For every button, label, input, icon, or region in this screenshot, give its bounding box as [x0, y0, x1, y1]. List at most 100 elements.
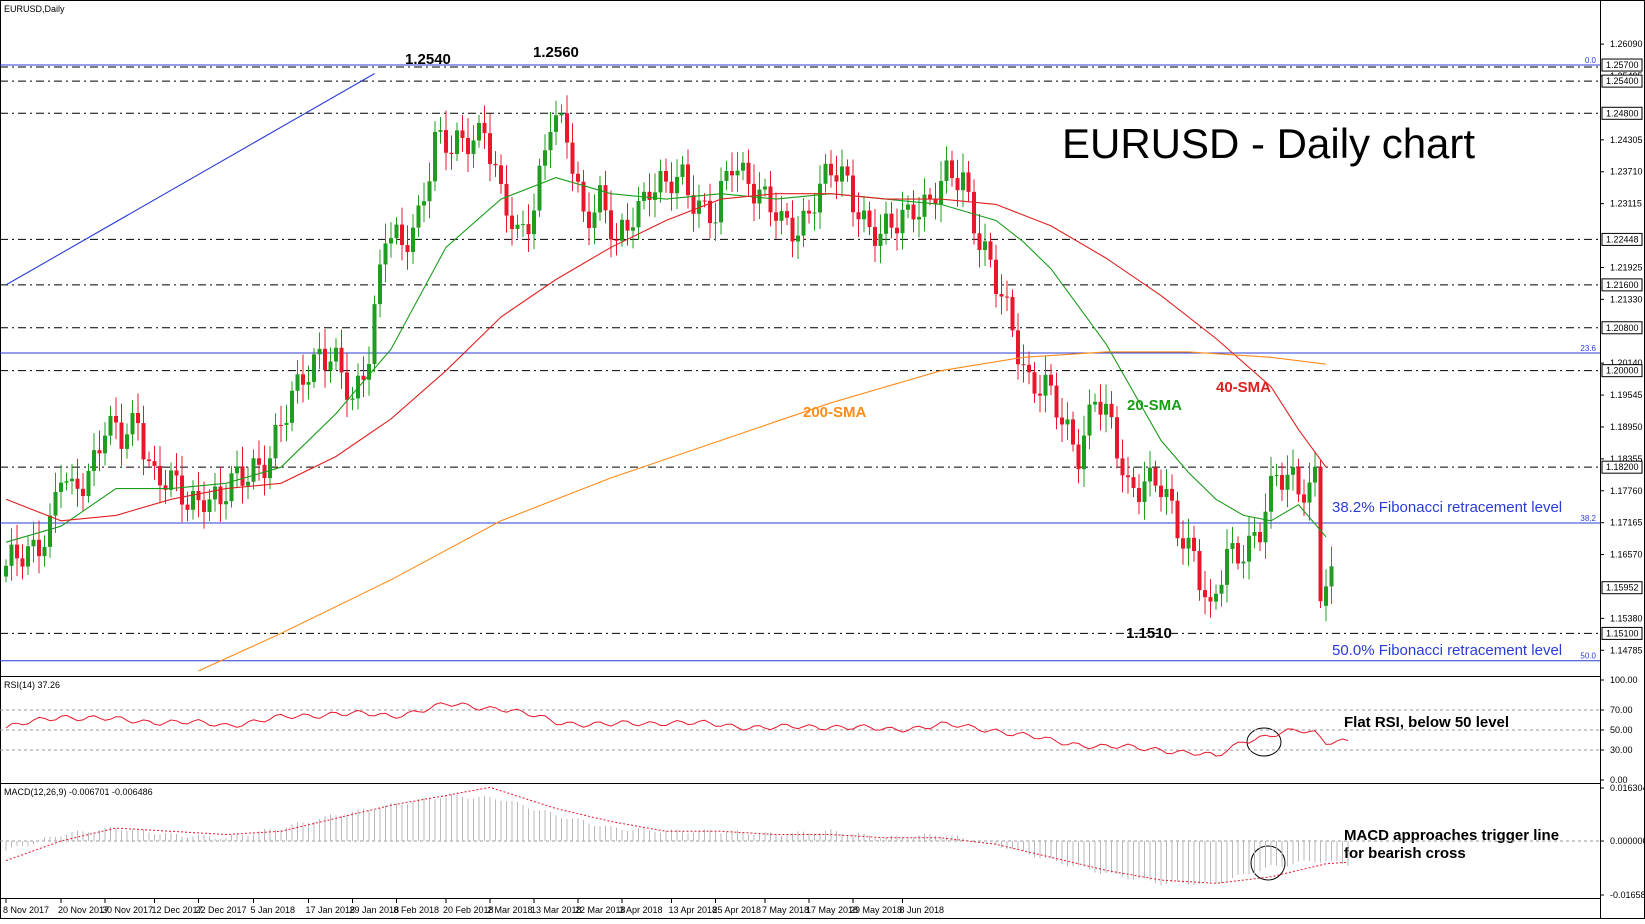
y-tick-label: 1.18950 — [1610, 422, 1643, 432]
candle-down — [482, 122, 487, 134]
candle-up — [515, 224, 520, 229]
candle-down — [669, 181, 674, 194]
candle-up — [1225, 548, 1229, 585]
candle-down — [1302, 494, 1306, 503]
candle-up — [939, 181, 943, 205]
rsi-label: RSI(14) 37.26 — [4, 680, 60, 690]
candle-down — [1131, 477, 1136, 489]
candle-up — [1142, 481, 1147, 503]
rsi-tick-label: 50.00 — [1610, 725, 1633, 735]
candle-up — [735, 170, 740, 176]
fib-tag: 50.0 — [1580, 652, 1596, 661]
candle-up — [438, 130, 443, 132]
candle-up — [378, 264, 382, 305]
candle-down — [345, 372, 349, 400]
candle-up — [273, 424, 278, 459]
candle-up — [31, 539, 36, 547]
candle-down — [405, 245, 410, 253]
candle-up — [328, 361, 333, 370]
macd-note-line-2: for bearish cross — [1344, 845, 1466, 862]
candle-down — [889, 213, 894, 228]
candle-down — [1054, 385, 1059, 418]
candle-down — [218, 486, 223, 505]
price-box-label: 1.24800 — [1606, 108, 1639, 118]
y-tick-label: 1.26090 — [1610, 39, 1643, 49]
candle-up — [741, 162, 745, 171]
candle-up — [1307, 482, 1312, 503]
candle-up — [598, 185, 602, 213]
label-200-sma: 200-SMA — [803, 404, 867, 421]
candle-down — [570, 142, 575, 174]
y-tick-label: 1.20140 — [1610, 358, 1643, 368]
candle-down — [1159, 485, 1163, 498]
candle-up — [389, 238, 393, 244]
candle-down — [1021, 364, 1026, 366]
price-box — [1601, 232, 1643, 246]
candle-up — [961, 172, 965, 191]
candle-up — [1285, 474, 1290, 490]
candle-down — [856, 212, 861, 220]
candle-down — [136, 412, 140, 424]
price-box — [1601, 58, 1643, 72]
candle-up — [1043, 374, 1048, 396]
macd-highlight-circle — [1250, 845, 1286, 881]
price-box — [1601, 74, 1643, 88]
candle-up — [411, 227, 415, 253]
candle-up — [367, 364, 371, 380]
candle-down — [1258, 532, 1262, 543]
candle-down — [240, 466, 245, 486]
candle-down — [928, 194, 932, 200]
y-tick-label: 1.15380 — [1610, 613, 1643, 623]
candle-down — [790, 217, 795, 242]
candle-up — [796, 235, 800, 242]
candle-down — [581, 181, 586, 212]
candle-up — [317, 348, 322, 355]
candle-down — [141, 423, 146, 460]
price-box — [1601, 321, 1643, 335]
candle-up — [1148, 467, 1152, 482]
candle-up — [1186, 537, 1191, 549]
candle-down — [81, 488, 85, 497]
price-box — [1601, 626, 1643, 640]
candle-up — [290, 390, 294, 423]
candle-down — [460, 130, 465, 138]
candle-up — [169, 470, 173, 490]
candle-down — [361, 375, 366, 380]
candle-down — [147, 459, 151, 462]
x-tick-label: 22 Mar 2018 — [575, 905, 626, 915]
candle-down — [966, 172, 971, 192]
candle-down — [466, 137, 470, 155]
candle-down — [504, 184, 509, 216]
candle-down — [609, 210, 613, 240]
chart-title: EURUSD - Daily chart — [1062, 120, 1475, 167]
candle-up — [92, 450, 96, 471]
candle-up — [235, 466, 239, 474]
candle-up — [70, 478, 74, 482]
candle-up — [433, 131, 437, 182]
label-20-sma: 20-SMA — [1127, 397, 1182, 414]
y-tick-label: 1.14785 — [1610, 645, 1643, 655]
candle-down — [493, 163, 498, 166]
candle-up — [295, 374, 300, 391]
candle-up — [284, 422, 289, 425]
candle-down — [988, 241, 993, 260]
x-tick-label: 17 Jan 2018 — [306, 905, 356, 915]
price-box — [1601, 106, 1643, 120]
series-200-sma — [198, 351, 1327, 672]
candle-down — [829, 163, 833, 176]
candle-down — [1010, 296, 1015, 331]
candle-up — [224, 501, 228, 505]
candle-down — [510, 215, 514, 229]
price-box — [1601, 581, 1643, 595]
x-tick-label: 13 Apr 2018 — [669, 905, 718, 915]
candle-up — [59, 482, 63, 492]
series-40-sma — [5, 193, 1327, 522]
fib-50-label: 50.0% Fibonacci retracement level — [1332, 642, 1562, 659]
x-tick-label: 20 Nov 2017 — [58, 905, 109, 915]
x-tick-label: 5 Jan 2018 — [251, 905, 296, 915]
candle-up — [983, 241, 987, 251]
candle-up — [383, 243, 388, 265]
y-tick-label: 1.24305 — [1610, 135, 1643, 145]
candle-up — [103, 435, 107, 454]
candle-up — [191, 490, 195, 510]
